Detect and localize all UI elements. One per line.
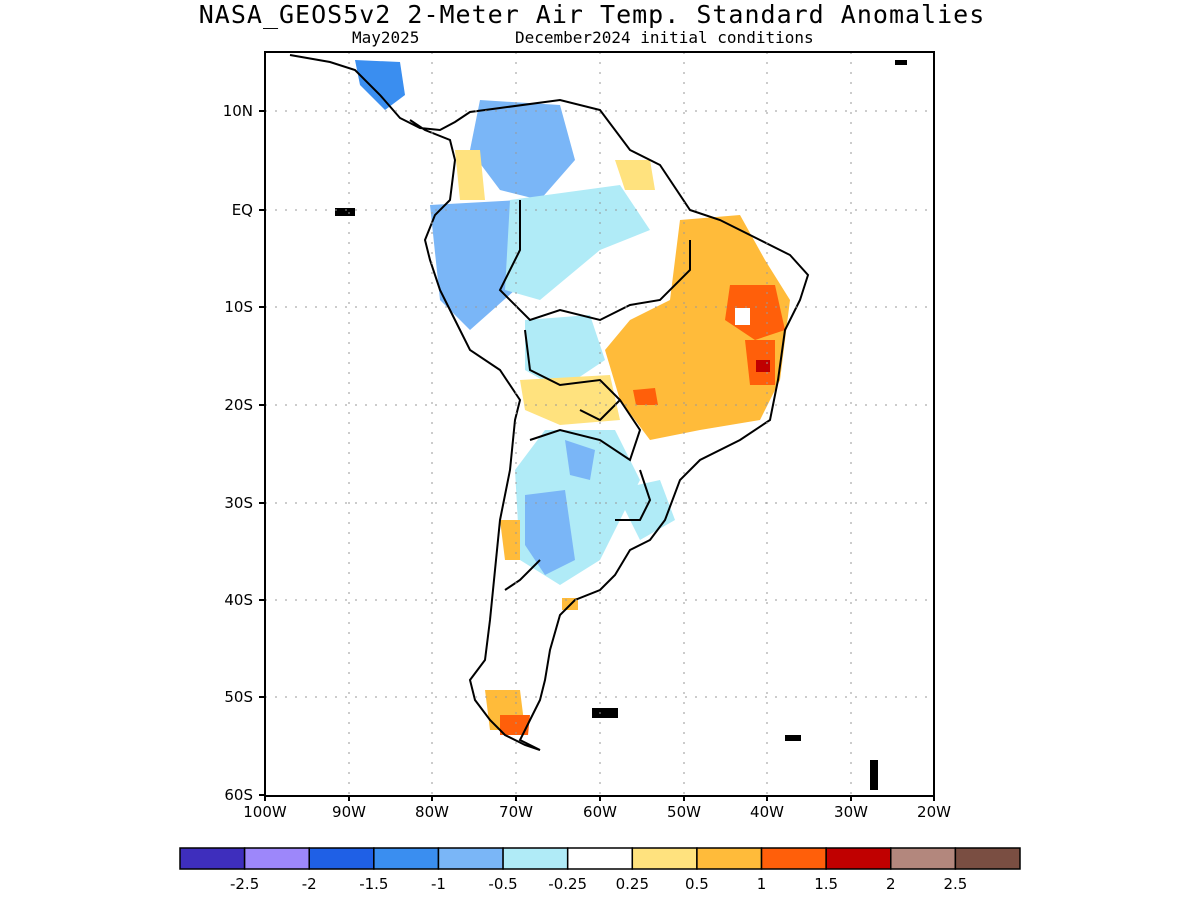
colorbar-segment — [437, 847, 504, 870]
latitude-axis: 10N EQ 10S 20S 30S 40S 50S 60S — [223, 102, 265, 804]
colorbar-segment — [502, 847, 569, 870]
forecast-month: May2025 — [352, 28, 420, 47]
colorbar-label: 0.5 — [685, 875, 709, 893]
colorbar-segment — [566, 847, 634, 870]
lon-label: 100W — [243, 803, 287, 821]
longitude-axis: 100W 90W 80W 70W 60W 50W 40W 30W 20W — [243, 796, 951, 821]
lat-label: 60S — [224, 786, 253, 804]
colorbar-segment — [954, 847, 1021, 870]
colorbar-label: 2.5 — [943, 875, 967, 893]
colorbar-segment — [760, 847, 827, 870]
lon-label: 80W — [415, 803, 449, 821]
colorbar-segment — [373, 847, 440, 870]
lon-label: 40W — [750, 803, 784, 821]
colorbar-label: 2 — [886, 875, 896, 893]
colorbar-label: 1 — [757, 875, 767, 893]
colorbar-label: -1.5 — [359, 875, 388, 893]
colorbar-label: -0.25 — [548, 875, 587, 893]
colorbar-labels: -2.5 -2 -1.5 -1 -0.5 -0.25 0.25 0.5 1 1.5 2 2.5 — [230, 875, 967, 893]
lon-label: 90W — [332, 803, 366, 821]
lat-label: 30S — [224, 494, 253, 512]
colorbar-segment — [308, 847, 375, 870]
colorbar-segment — [631, 847, 698, 870]
lat-label: 50S — [224, 688, 253, 706]
lat-label: EQ — [232, 201, 253, 219]
colorbar-segment — [243, 847, 310, 870]
colorbar-label: -2.5 — [230, 875, 259, 893]
colorbar-label: -1 — [431, 875, 446, 893]
graticule — [265, 52, 934, 796]
colorbar-segment — [890, 847, 957, 870]
lon-label: 20W — [917, 803, 951, 821]
islands — [335, 60, 907, 790]
colorbar-label: 1.5 — [814, 875, 838, 893]
lon-label: 50W — [667, 803, 701, 821]
colorbar-label: 0.25 — [616, 875, 649, 893]
map-plot-area — [289, 54, 907, 790]
lon-label: 60W — [583, 803, 617, 821]
anomaly-shading — [355, 60, 790, 735]
initial-conditions: December2024 initial conditions — [515, 28, 814, 47]
lon-label: 70W — [499, 803, 533, 821]
colorbar-label: -2 — [302, 875, 317, 893]
lat-label: 40S — [224, 591, 253, 609]
colorbar — [179, 847, 1021, 870]
colorbar-label: -0.5 — [488, 875, 517, 893]
colorbar-segment — [825, 847, 892, 870]
lat-label: 20S — [224, 396, 253, 414]
colorbar-segment — [696, 847, 763, 870]
map-title: NASA_GEOS5v2 2-Meter Air Temp. Standard … — [198, 0, 986, 29]
lat-label: 10N — [223, 102, 253, 120]
lon-label: 30W — [834, 803, 868, 821]
lat-label: 10S — [224, 298, 253, 316]
colorbar-segment — [179, 847, 246, 870]
